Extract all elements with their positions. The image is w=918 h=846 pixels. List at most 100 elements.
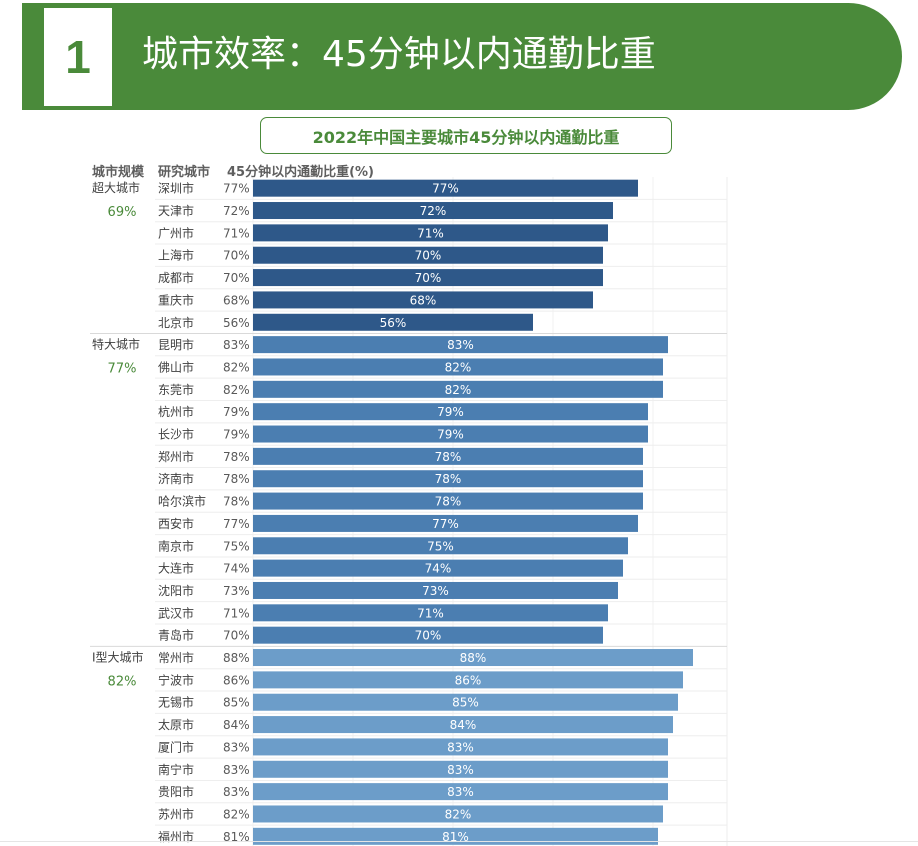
bar-data-label: 88% xyxy=(460,651,487,665)
group-name: 超大城市 xyxy=(92,180,140,195)
bar-data-label: 82% xyxy=(445,807,472,821)
bar-data-label: 82% xyxy=(445,383,472,397)
bar xyxy=(253,313,533,331)
city-label: 东莞市 xyxy=(158,382,194,397)
bar-data-label: 86% xyxy=(455,673,482,687)
bar-data-label: 70% xyxy=(415,249,442,263)
section-title: 城市效率：45分钟以内通勤比重 xyxy=(142,34,656,75)
bar xyxy=(253,202,613,220)
bar-data-label: 71% xyxy=(417,226,444,240)
bar xyxy=(253,291,593,309)
bar xyxy=(253,336,668,354)
value-label: 82% xyxy=(223,360,250,374)
bar-data-label: 79% xyxy=(437,428,464,442)
bar-data-label: 72% xyxy=(420,204,447,218)
group-average: 77% xyxy=(108,361,137,376)
column-header-city: 研究城市 xyxy=(158,165,211,180)
bar-data-label: 85% xyxy=(452,696,479,710)
value-label: 83% xyxy=(223,785,250,799)
value-label: 86% xyxy=(223,673,250,687)
value-label: 73% xyxy=(223,584,250,598)
value-label: 75% xyxy=(223,539,250,553)
value-label: 79% xyxy=(223,428,250,442)
bar xyxy=(253,358,663,376)
group-average: 82% xyxy=(108,674,137,689)
city-label: 成都市 xyxy=(158,270,194,285)
value-label: 70% xyxy=(223,249,250,263)
bar xyxy=(253,805,663,823)
bar-data-label: 56% xyxy=(380,316,407,330)
bar-data-label: 81% xyxy=(442,830,469,844)
chart-title: 2022年中国主要城市45分钟以内通勤比重 xyxy=(260,117,672,154)
value-label: 83% xyxy=(223,338,250,352)
city-label: 大连市 xyxy=(158,561,194,576)
bar xyxy=(253,671,683,689)
city-label: 天津市 xyxy=(158,203,194,218)
value-label: 82% xyxy=(223,383,250,397)
city-label: 哈尔滨市 xyxy=(158,494,206,509)
value-label: 83% xyxy=(223,740,250,754)
value-label: 70% xyxy=(223,629,250,643)
section-number: 1 xyxy=(44,8,112,106)
group-average: 69% xyxy=(108,205,137,220)
value-label: 78% xyxy=(223,495,250,509)
city-label: 沈阳市 xyxy=(158,583,194,598)
bar-data-label: 79% xyxy=(437,405,464,419)
bar xyxy=(253,224,608,242)
value-label: 79% xyxy=(223,405,250,419)
bar xyxy=(253,470,643,488)
value-label: 72% xyxy=(223,204,250,218)
bar-data-label: 78% xyxy=(435,450,462,464)
column-header-scale: 城市规模 xyxy=(92,165,145,180)
bar-data-label: 70% xyxy=(415,629,442,643)
value-label: 85% xyxy=(223,696,250,710)
city-label: 郑州市 xyxy=(158,449,194,464)
value-label: 84% xyxy=(223,718,250,732)
value-label: 81% xyxy=(223,830,250,844)
city-label: 青岛市 xyxy=(158,628,194,643)
city-label: 佛山市 xyxy=(158,359,194,374)
bar xyxy=(253,760,668,778)
city-label: 福州市 xyxy=(158,829,194,844)
bar xyxy=(253,783,668,801)
city-label: 西安市 xyxy=(158,516,194,531)
city-label: 济南市 xyxy=(158,471,194,486)
city-label: 深圳市 xyxy=(158,181,194,196)
value-label: 56% xyxy=(223,316,250,330)
bar xyxy=(253,559,623,577)
city-label: 杭州市 xyxy=(158,404,194,419)
bar xyxy=(253,403,648,421)
value-label: 83% xyxy=(223,763,250,777)
city-label: 广州市 xyxy=(158,225,194,240)
city-label: 重庆市 xyxy=(158,292,194,307)
bar-data-label: 84% xyxy=(450,718,477,732)
city-label: 武汉市 xyxy=(158,605,194,620)
value-label: 71% xyxy=(223,606,250,620)
group-name: 特大城市 xyxy=(92,336,140,351)
bar xyxy=(253,425,648,443)
city-label: 上海市 xyxy=(158,248,194,263)
value-label: 88% xyxy=(223,651,250,665)
value-label: 74% xyxy=(223,562,250,576)
bar xyxy=(253,269,603,287)
bar xyxy=(253,626,603,644)
value-label: 68% xyxy=(223,293,250,307)
bar-data-label: 83% xyxy=(447,338,474,352)
bar-data-label: 73% xyxy=(422,584,449,598)
bar-data-label: 78% xyxy=(435,472,462,486)
bar-data-label: 82% xyxy=(445,360,472,374)
city-label: 贵阳市 xyxy=(158,784,194,799)
bar xyxy=(253,827,658,845)
bar-data-label: 75% xyxy=(427,539,454,553)
bar-data-label: 71% xyxy=(417,606,444,620)
value-label: 71% xyxy=(223,226,250,240)
bar-data-label: 83% xyxy=(447,763,474,777)
city-label: 常州市 xyxy=(158,650,194,665)
bar xyxy=(253,693,678,711)
bar xyxy=(253,380,663,398)
bar-data-label: 70% xyxy=(415,271,442,285)
bar xyxy=(253,179,638,197)
value-label: 78% xyxy=(223,450,250,464)
bar-data-label: 77% xyxy=(432,182,459,196)
